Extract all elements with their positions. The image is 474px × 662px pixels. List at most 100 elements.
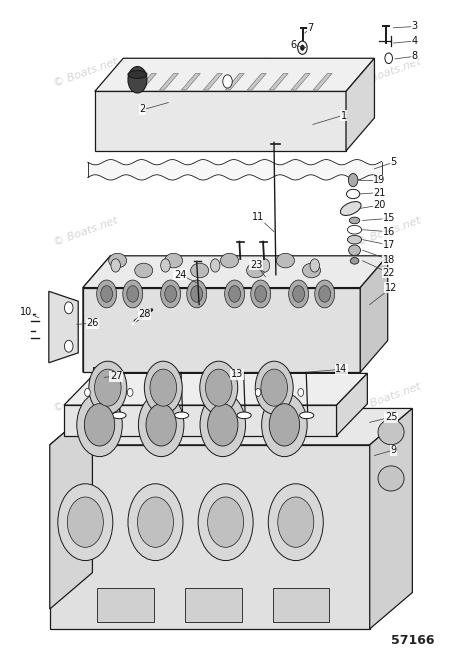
Circle shape	[278, 497, 314, 547]
Circle shape	[64, 302, 73, 314]
Text: 23: 23	[250, 260, 262, 270]
Circle shape	[223, 75, 232, 88]
Text: 12: 12	[385, 283, 397, 293]
Ellipse shape	[350, 258, 359, 264]
Polygon shape	[83, 256, 388, 287]
Polygon shape	[50, 408, 412, 445]
Circle shape	[144, 361, 182, 414]
Ellipse shape	[164, 286, 176, 302]
Ellipse shape	[347, 235, 362, 244]
Circle shape	[200, 393, 246, 457]
Ellipse shape	[276, 254, 294, 268]
Text: 6: 6	[291, 40, 297, 50]
Ellipse shape	[315, 280, 335, 308]
Polygon shape	[50, 408, 92, 609]
Text: 27: 27	[110, 371, 122, 381]
FancyBboxPatch shape	[273, 589, 329, 622]
Text: © Boats.net: © Boats.net	[203, 328, 271, 361]
Text: © Boats.net: © Boats.net	[203, 56, 271, 89]
Text: 10: 10	[20, 307, 32, 318]
Polygon shape	[95, 58, 374, 91]
Text: 11: 11	[252, 212, 264, 222]
Ellipse shape	[97, 280, 117, 308]
Ellipse shape	[378, 466, 404, 491]
Polygon shape	[269, 73, 288, 90]
Ellipse shape	[302, 263, 320, 278]
Ellipse shape	[237, 412, 251, 418]
FancyBboxPatch shape	[185, 589, 242, 622]
Ellipse shape	[174, 412, 189, 418]
Circle shape	[269, 404, 300, 446]
Polygon shape	[83, 287, 360, 372]
Circle shape	[385, 53, 392, 64]
Text: 25: 25	[385, 412, 397, 422]
Polygon shape	[370, 408, 412, 629]
Circle shape	[84, 389, 90, 397]
Circle shape	[67, 497, 103, 547]
Circle shape	[255, 389, 261, 397]
Ellipse shape	[109, 254, 127, 268]
Ellipse shape	[255, 286, 267, 302]
Text: © Boats.net: © Boats.net	[52, 215, 119, 248]
Text: 19: 19	[373, 175, 385, 185]
Ellipse shape	[100, 286, 112, 302]
Circle shape	[310, 259, 319, 272]
Text: 26: 26	[86, 318, 99, 328]
Ellipse shape	[161, 280, 181, 308]
Circle shape	[301, 45, 304, 50]
Text: 16: 16	[383, 226, 395, 237]
Text: © Boats.net: © Boats.net	[355, 381, 422, 414]
Ellipse shape	[246, 263, 264, 278]
Polygon shape	[203, 73, 222, 90]
Text: 8: 8	[412, 51, 418, 62]
Polygon shape	[83, 256, 110, 372]
Ellipse shape	[346, 189, 360, 199]
Ellipse shape	[349, 217, 360, 224]
Circle shape	[150, 369, 176, 406]
Ellipse shape	[225, 280, 245, 308]
Circle shape	[206, 369, 232, 406]
Polygon shape	[346, 58, 374, 151]
Circle shape	[127, 389, 133, 397]
Circle shape	[208, 497, 244, 547]
Text: 13: 13	[231, 369, 243, 379]
Circle shape	[298, 41, 307, 54]
Circle shape	[128, 66, 147, 93]
Polygon shape	[313, 73, 332, 90]
Circle shape	[268, 484, 323, 561]
Circle shape	[137, 497, 173, 547]
Circle shape	[64, 340, 73, 352]
Circle shape	[255, 361, 293, 414]
Polygon shape	[247, 73, 266, 90]
Ellipse shape	[228, 286, 240, 302]
Circle shape	[208, 404, 238, 446]
Circle shape	[348, 173, 358, 187]
FancyBboxPatch shape	[97, 589, 154, 622]
Polygon shape	[159, 73, 178, 90]
Text: 2: 2	[139, 104, 146, 115]
Text: 5: 5	[390, 157, 397, 167]
Ellipse shape	[378, 420, 404, 445]
Text: © Boats.net: © Boats.net	[52, 56, 119, 89]
Circle shape	[212, 389, 219, 397]
Circle shape	[260, 259, 270, 272]
Circle shape	[261, 369, 287, 406]
Circle shape	[89, 361, 127, 414]
Text: 9: 9	[391, 445, 396, 455]
Ellipse shape	[300, 412, 314, 418]
Text: © Boats.net: © Boats.net	[52, 381, 119, 414]
Circle shape	[94, 369, 121, 406]
Ellipse shape	[123, 280, 143, 308]
Circle shape	[170, 389, 175, 397]
Text: 15: 15	[383, 213, 395, 224]
Ellipse shape	[191, 263, 209, 278]
Circle shape	[146, 404, 176, 446]
Ellipse shape	[220, 254, 238, 268]
Text: 22: 22	[383, 267, 395, 278]
Text: 14: 14	[335, 364, 347, 375]
Polygon shape	[337, 373, 367, 436]
Ellipse shape	[348, 245, 360, 256]
Circle shape	[84, 404, 115, 446]
Circle shape	[210, 259, 220, 272]
Ellipse shape	[135, 263, 153, 278]
